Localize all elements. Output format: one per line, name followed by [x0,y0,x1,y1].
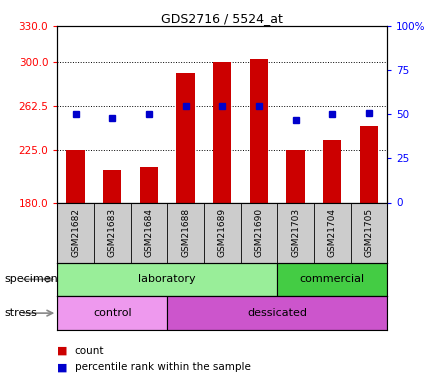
Text: control: control [93,308,132,318]
Text: specimen: specimen [4,274,58,284]
Text: GSM21684: GSM21684 [144,208,154,257]
Bar [57,262,277,296]
Bar [250,59,268,202]
Text: GSM21704: GSM21704 [328,208,337,257]
Bar [360,126,378,202]
Bar [286,150,305,202]
Text: percentile rank within the sample: percentile rank within the sample [75,363,251,372]
Bar [167,296,387,330]
Text: GSM21703: GSM21703 [291,208,300,257]
Text: GSM21688: GSM21688 [181,208,190,257]
Text: GSM21705: GSM21705 [364,208,374,257]
Bar [176,73,195,202]
Text: commercial: commercial [300,274,365,284]
Bar [323,140,341,202]
Text: GSM21683: GSM21683 [108,208,117,257]
Bar [213,62,231,202]
Bar [140,167,158,202]
Text: GSM21682: GSM21682 [71,208,80,257]
Text: stress: stress [4,308,37,318]
Title: GDS2716 / 5524_at: GDS2716 / 5524_at [161,12,283,25]
Text: ■: ■ [57,346,68,355]
Text: dessicated: dessicated [247,308,307,318]
Bar [66,150,85,202]
Text: ■: ■ [57,363,68,372]
Bar [277,262,387,296]
Text: GSM21689: GSM21689 [218,208,227,257]
Bar [103,170,121,202]
Bar [57,296,167,330]
Text: count: count [75,346,104,355]
Text: GSM21690: GSM21690 [254,208,264,257]
Text: laboratory: laboratory [139,274,196,284]
